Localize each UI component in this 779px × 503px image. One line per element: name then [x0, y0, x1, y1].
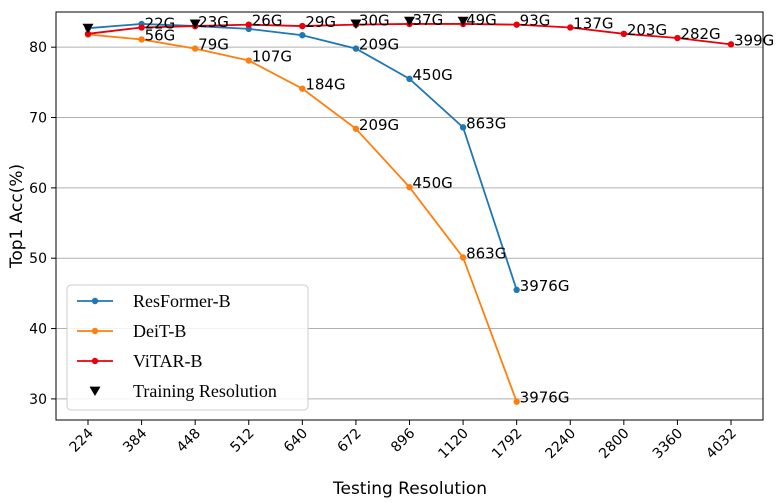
- data-label: 107G: [252, 48, 292, 66]
- data-point: [352, 125, 360, 132]
- data-label: 209G: [359, 36, 399, 54]
- data-label: 282G: [680, 25, 720, 43]
- x-tick-label: 672: [335, 426, 365, 456]
- legend-label: ViTAR-B: [133, 351, 202, 371]
- data-point: [350, 19, 362, 29]
- x-tick-label: 4032: [703, 426, 740, 463]
- x-tick-label: 384: [120, 425, 150, 455]
- data-point: [459, 254, 467, 261]
- data-point: [674, 34, 681, 42]
- data-label: 450G: [413, 174, 453, 192]
- data-point: [457, 16, 469, 27]
- data-label: 3976G: [520, 277, 570, 295]
- legend-label: Training Resolution: [133, 381, 277, 401]
- legend-label: DeiT-B: [133, 321, 186, 341]
- data-point: [404, 16, 415, 27]
- data-point: [567, 24, 574, 31]
- x-axis-label: Testing Resolution: [332, 479, 487, 499]
- data-label: 49G: [466, 11, 497, 29]
- data-point: [513, 21, 520, 28]
- data-label: 863G: [466, 114, 506, 132]
- data-label: 863G: [466, 245, 506, 263]
- data-point: [91, 327, 99, 335]
- data-label: 203G: [627, 21, 667, 39]
- data-label: 29G: [305, 13, 336, 31]
- data-point: [91, 357, 99, 365]
- x-tick-label: 224: [67, 425, 97, 455]
- data-label: 184G: [305, 76, 345, 94]
- data-point: [245, 57, 252, 64]
- data-point: [299, 32, 306, 39]
- y-tick-label: 80: [29, 40, 47, 56]
- data-label: 137G: [573, 14, 613, 32]
- data-point: [406, 75, 413, 83]
- x-tick-label: 512: [227, 426, 257, 456]
- x-tick-label: 3360: [650, 426, 687, 463]
- y-tick-label: 40: [29, 322, 47, 338]
- data-point: [459, 124, 467, 131]
- data-point: [138, 36, 145, 43]
- data-label: 30G: [359, 12, 390, 30]
- x-tick-label: 448: [174, 426, 204, 456]
- data-point: [138, 24, 145, 31]
- data-point: [84, 30, 92, 38]
- data-point: [89, 386, 101, 396]
- x-tick-label: 1120: [435, 426, 472, 463]
- y-tick-label: 60: [29, 181, 47, 197]
- data-label: 37G: [413, 11, 444, 29]
- data-point: [91, 297, 99, 305]
- data-label: 399G: [734, 31, 774, 49]
- y-tick-label: 70: [29, 111, 47, 127]
- data-label: 93G: [520, 12, 551, 30]
- legend: ResFormer-B DeiT-B ViTAR-B Training Resolut…: [66, 284, 309, 411]
- data-label: 209G: [359, 116, 399, 134]
- x-tick-label: 1792: [489, 426, 526, 463]
- data-point: [727, 41, 735, 48]
- y-tick-label: 30: [29, 392, 47, 408]
- x-tick-label: 896: [388, 425, 418, 455]
- data-point: [406, 183, 413, 191]
- data-point: [299, 85, 306, 92]
- data-label: 26G: [252, 12, 283, 30]
- x-tick-label: 2240: [543, 426, 580, 463]
- data-label: 450G: [413, 66, 453, 84]
- data-label: 23G: [198, 13, 229, 31]
- data-point: [620, 30, 628, 38]
- data-point: [82, 23, 94, 34]
- data-point: [513, 398, 520, 405]
- x-tick-label: 640: [281, 426, 311, 456]
- data-point: [513, 286, 520, 294]
- x-tick-label: 2800: [596, 426, 633, 463]
- data-point: [299, 22, 306, 30]
- data-point: [189, 19, 201, 29]
- data-label: 56G: [145, 26, 176, 44]
- data-point: [245, 21, 252, 28]
- y-tick-label: 50: [29, 251, 47, 267]
- data-label: 3976G: [520, 389, 570, 407]
- data-label: 22G: [145, 14, 176, 32]
- legend-label: ResFormer-B: [133, 291, 231, 311]
- series-line: [87, 23, 518, 291]
- data-label: 79G: [198, 36, 229, 54]
- data-point: [352, 45, 360, 52]
- y-axis-label: Top1 Acc(%): [7, 164, 27, 269]
- legend-box: [66, 284, 309, 411]
- plot-frame: [55, 11, 764, 421]
- data-point: [191, 45, 199, 52]
